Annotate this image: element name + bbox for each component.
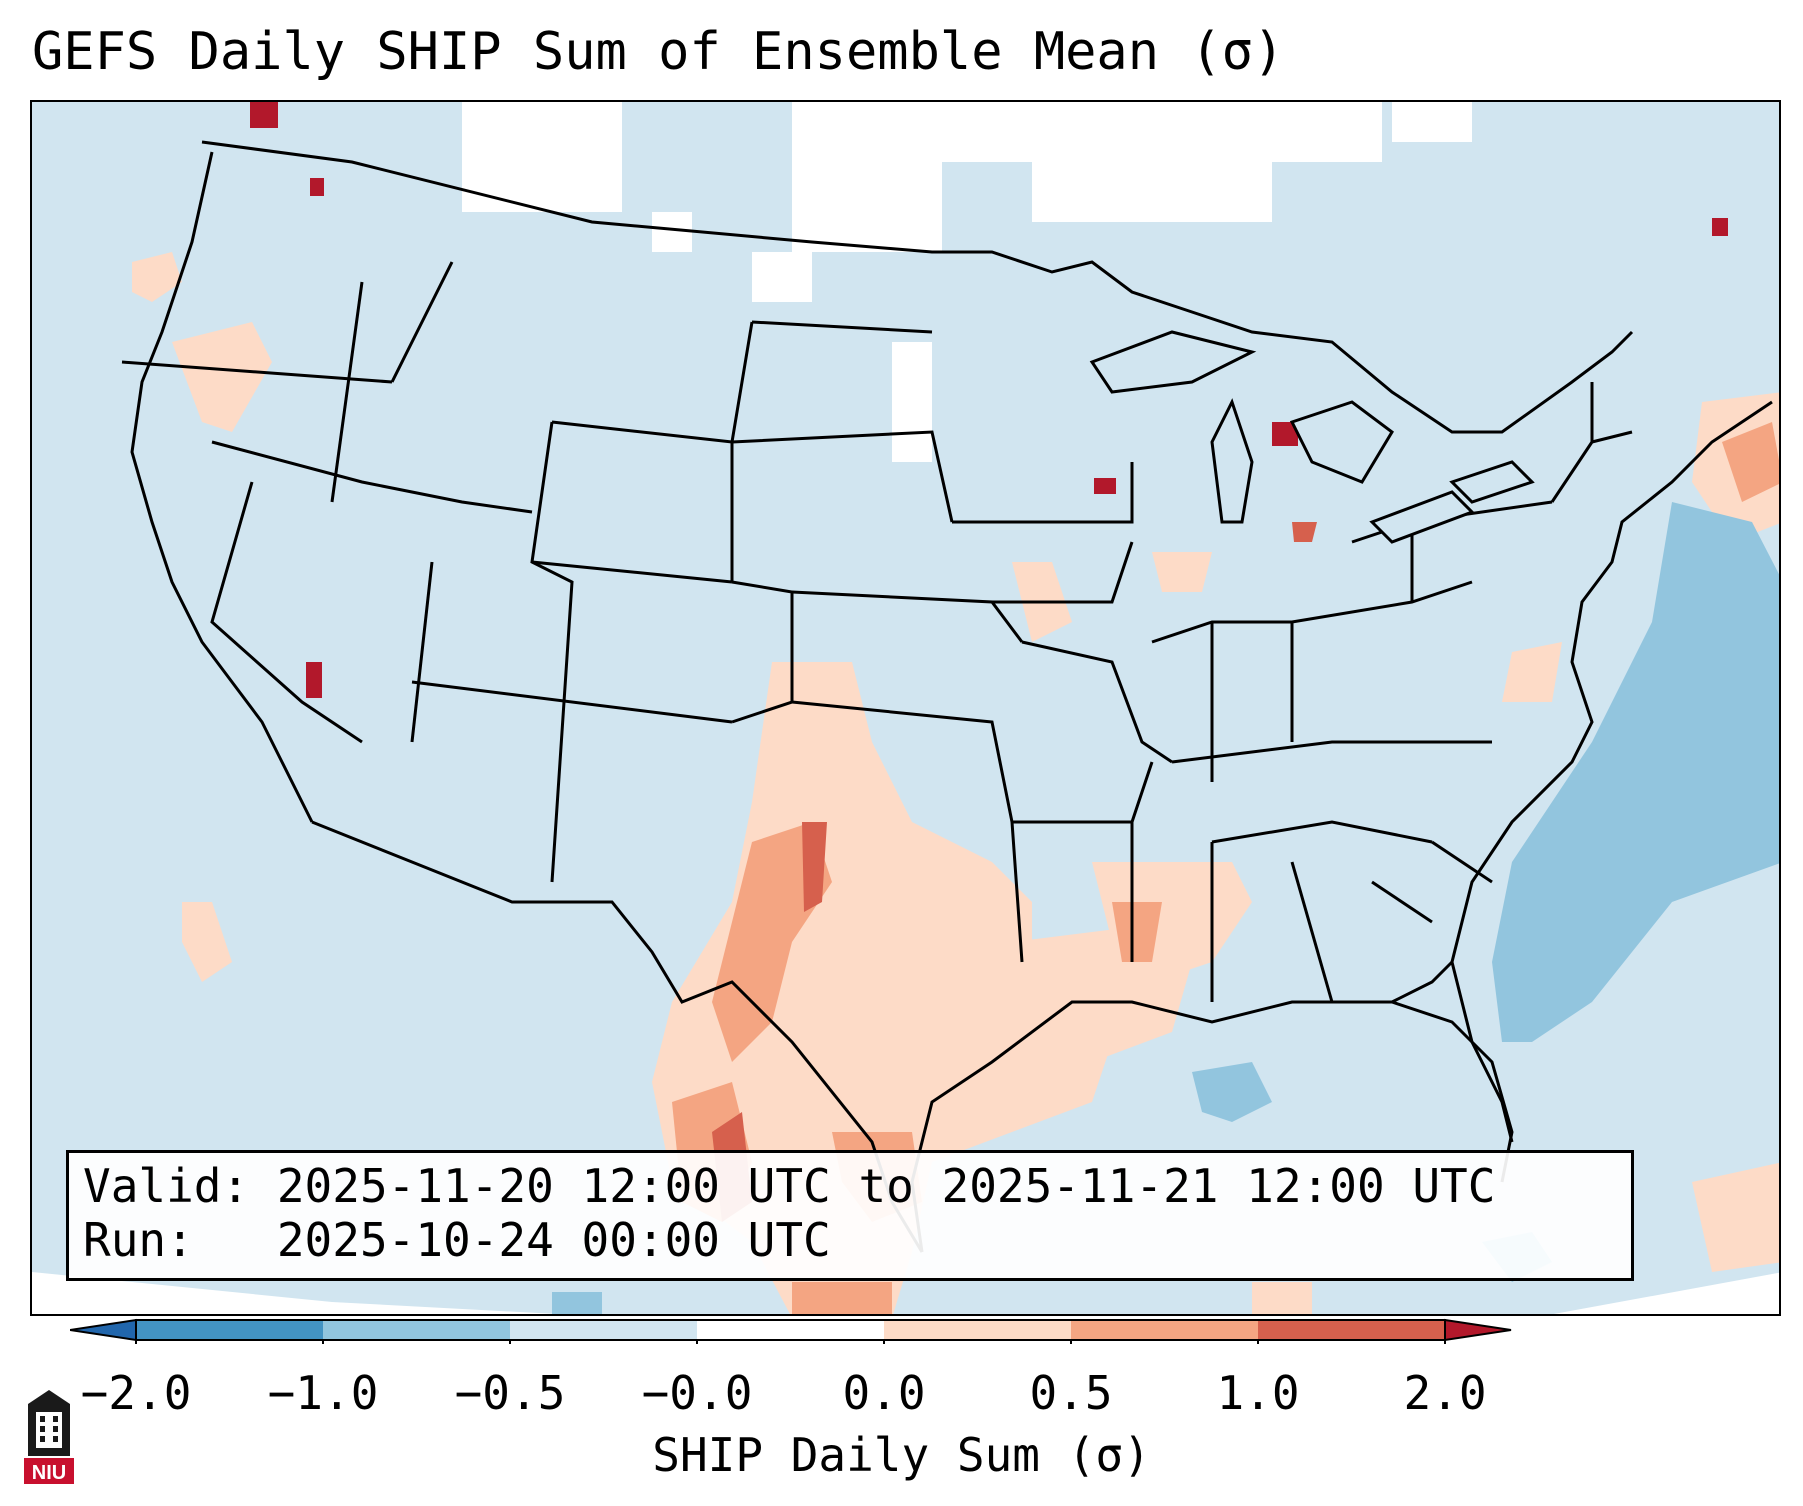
run-time-line: Run: 2025-10-24 00:00 UTC (83, 1213, 831, 1267)
colorbar-tick-label: 1.0 (1216, 1366, 1300, 1420)
colorbar-tick-label: 0.0 (842, 1366, 926, 1420)
colorbar-tick-label: −1.0 (267, 1366, 379, 1420)
colorbar-segment (136, 1320, 323, 1340)
niu-logo: NIU (24, 1390, 74, 1484)
great-lakes (1089, 330, 1535, 544)
colorbar-segment (323, 1320, 510, 1340)
colorbar-tick-label: −0.0 (641, 1366, 753, 1420)
colorbar-tick-label: 0.5 (1029, 1366, 1113, 1420)
colorbar-outline (135, 1319, 1446, 1341)
map-panel (30, 100, 1781, 1316)
colorbar-segment (1071, 1320, 1258, 1340)
colorbar (70, 1318, 1512, 1344)
colorbar-segment (510, 1320, 697, 1340)
map-title: GEFS Daily SHIP Sum of Ensemble Mean (σ) (32, 22, 1285, 82)
positive-anomaly-extreme (250, 102, 1728, 698)
niu-logo-text: NIU (32, 1462, 66, 1484)
valid-time-line: Valid: 2025-11-20 12:00 UTC to 2025-11-2… (83, 1159, 1496, 1213)
map-canvas (32, 102, 1779, 1314)
valid-run-info-box: Valid: 2025-11-20 12:00 UTC to 2025-11-2… (66, 1150, 1634, 1281)
colorbar-segment (884, 1320, 1071, 1340)
colorbar-extend-high (1444, 1318, 1512, 1342)
colorbar-label: SHIP Daily Sum (σ) (652, 1428, 1151, 1482)
colorbar-extend-low (70, 1318, 137, 1342)
colorbar-tick-label: 2.0 (1403, 1366, 1487, 1420)
colorbar-tick-label: −2.0 (80, 1366, 192, 1420)
colorbar-segment (1258, 1320, 1445, 1340)
neutral-field-patches (32, 102, 1779, 1314)
colorbar-segment (697, 1320, 884, 1340)
colorbar-tick-label: −0.5 (454, 1366, 566, 1420)
